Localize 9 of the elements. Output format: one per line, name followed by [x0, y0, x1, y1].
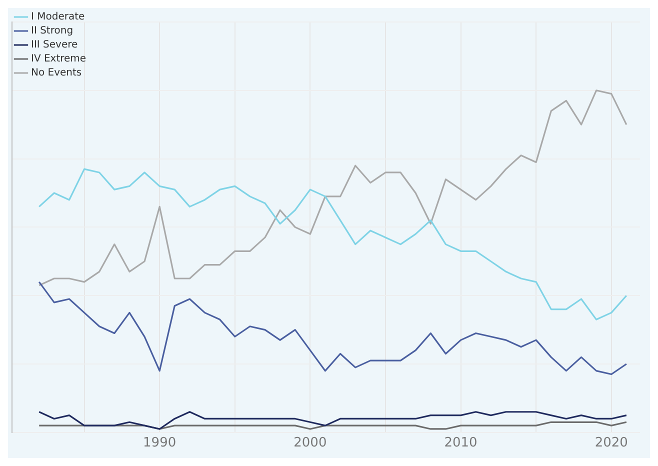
x-tick-label: 1990	[143, 436, 176, 451]
legend-label: IV Extreme	[31, 54, 86, 65]
x-tick-label: 2010	[444, 436, 478, 451]
legend-label: I Moderate	[31, 12, 85, 23]
legend-label: No Events	[31, 68, 82, 79]
x-tick-label: 2020	[594, 436, 628, 451]
x-tick-label: 2000	[294, 436, 327, 451]
legend-label: III Severe	[31, 40, 78, 51]
legend-label: II Strong	[31, 26, 74, 37]
